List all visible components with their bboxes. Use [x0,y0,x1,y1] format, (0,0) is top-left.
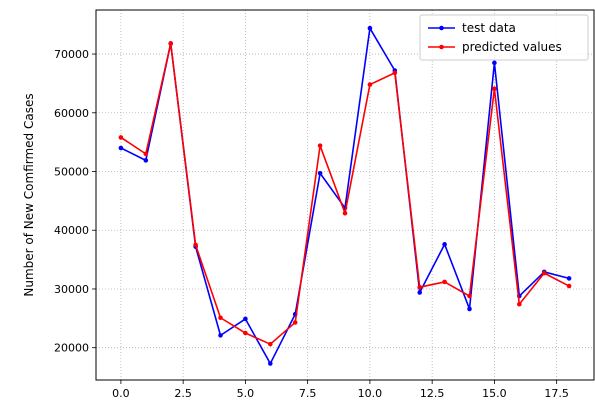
legend-marker-1 [439,44,444,50]
axis-ticks: 0.0 2.5 5.0 7.5 10.0 12.5 15.0 17.5 20000 30000 40… [54,48,569,400]
series-0-point [367,25,373,31]
y-tick-label: 70000 [54,48,89,61]
series-1-point [193,242,198,248]
legend-label-0: test data [462,21,516,35]
series-1-point [442,279,447,285]
series-1-point [417,284,423,290]
x-tick-label: 7.5 [299,387,317,400]
x-tick-label: 0.0 [112,387,130,400]
legend-box [419,14,589,61]
x-tick-label: 17.5 [544,387,569,400]
legend-label-1: predicted values [462,40,562,54]
series-0-point [143,158,149,163]
series-1-point [218,315,223,321]
series-1-point [467,293,472,299]
plot-frame [95,9,595,381]
grid-lines [96,10,594,380]
series-1-point [168,41,173,46]
series-0-point [118,145,124,151]
series-1-point [292,320,298,325]
series-0-point [218,333,223,338]
series-1-point [342,210,348,216]
series-0-point [467,306,472,312]
x-tick-label: 12.5 [420,387,445,400]
series-0-point [417,290,423,295]
x-tick-label: 15.0 [482,387,507,400]
x-tick-label: 2.5 [174,387,192,400]
y-tick-label: 30000 [54,283,89,296]
series-1-point [392,70,398,76]
series-0-point [243,316,248,322]
series-1-point [143,151,149,157]
series-1-point [541,270,547,276]
series-1-point [268,341,273,347]
legend-marker-0 [439,25,444,31]
series-1-point [566,283,572,289]
series-1-point [492,86,497,91]
series-1-point [517,301,522,307]
series-1-point [367,82,373,87]
series-1-point [317,143,323,148]
y-tick-label: 50000 [54,166,89,179]
series-layer [118,25,572,366]
y-tick-label: 20000 [54,342,89,355]
series-0-point [317,170,323,176]
x-tick-label: 10.0 [358,387,383,400]
series-1-point [243,330,248,336]
series-0-point [566,276,572,281]
y-tick-label: 60000 [54,107,89,120]
x-tick-label: 5.0 [237,387,255,400]
legend: test data predicted values [419,14,589,61]
series-0-point [492,60,497,66]
series-0-point [442,242,447,247]
y-axis-label: Number of New Comfirmed Cases [22,93,36,296]
series-0-point [268,361,273,366]
series-1-point [118,135,124,140]
y-tick-label: 40000 [54,224,89,237]
